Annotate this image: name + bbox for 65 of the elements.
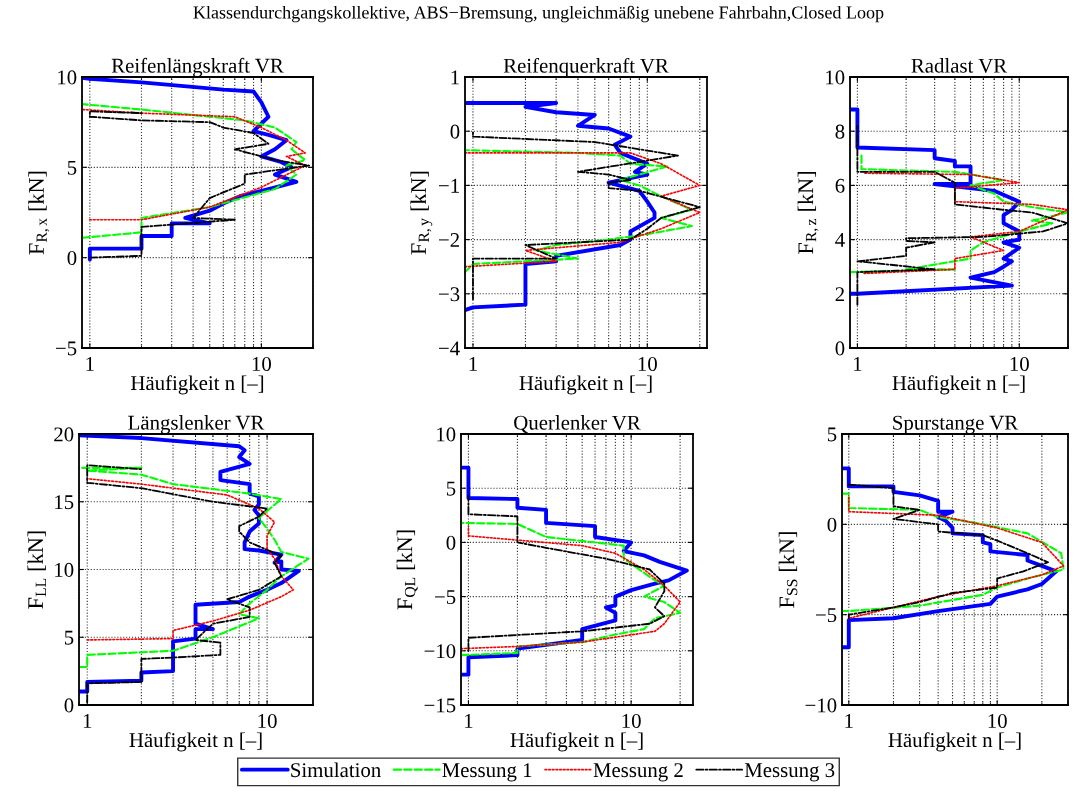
y-axis-title: F$_{R,x}$ [kN] [28, 171, 50, 255]
y-tick-label: −3 [439, 287, 460, 302]
y-tick-label: 10 [826, 70, 845, 85]
x-axis-title: Häufigkeit n [–] [519, 375, 652, 395]
chart-title: Spurstange VR [893, 415, 1019, 434]
y-tick-label: 6 [835, 178, 845, 193]
x-tick-label: 1 [465, 714, 473, 728]
x-tick-label: 10 [1010, 356, 1029, 371]
y-tick-label: −5 [435, 590, 456, 605]
x-tick-label: 10 [258, 713, 277, 728]
y-tick-label: 0 [446, 535, 456, 550]
x-tick-label: 10 [252, 356, 271, 371]
y-tick-label: −1 [439, 178, 459, 193]
text: Klassendurchgangskollektive, ABS−Bremsung, ungleichmäßig unebene Fahrbahn,Closed Loop [193, 5, 884, 23]
y-tick-label: 0 [835, 341, 845, 356]
y-tick-label: 0 [827, 517, 837, 532]
x-tick-label: 10 [622, 713, 641, 728]
x-tick-label: 1 [86, 357, 94, 371]
legend-label: Messung 3 [744, 763, 835, 782]
y-tick-label: 20 [54, 427, 74, 442]
y-tick-label: −4 [439, 341, 460, 356]
y-tick-label: 1 [451, 70, 459, 85]
x-tick-label: 1 [469, 357, 477, 371]
x-axis-title: Häufigkeit n [–] [892, 375, 1025, 395]
x-tick-label: 10 [638, 356, 657, 371]
y-axis-title: F$_{R,y}$ [kN] [410, 171, 433, 255]
chart-title: Reifenlängskraft VR [111, 57, 284, 77]
y-tick-label: −15 [424, 698, 456, 713]
legend-label: Simulation [291, 762, 381, 778]
y-tick-label: −10 [424, 644, 456, 659]
y-tick-label: 5 [827, 427, 837, 442]
y-axis-title: F$_{LL}$ [kN] [27, 531, 46, 609]
y-axis-title: F$_{R,z}$ [kN] [797, 172, 819, 254]
y-axis-title: F$_{SS}$ [kN] [778, 532, 798, 608]
x-tick-label: 10 [988, 713, 1007, 728]
y-tick-label: 10 [437, 427, 456, 442]
y-tick-label: −5 [56, 341, 77, 356]
y-tick-label: 0 [67, 251, 77, 266]
y-tick-label: 5 [67, 160, 77, 175]
x-axis-title: Häufigkeit n [–] [129, 732, 262, 752]
chart-title: Querlenker VR [514, 415, 641, 433]
legend-label: Messung 2 [593, 763, 683, 782]
chart-title: Radlast VR [911, 58, 1008, 73]
y-tick-label: 0 [64, 698, 74, 713]
y-tick-label: −5 [816, 608, 837, 623]
chart-title: Längslenker VR [128, 415, 265, 434]
y-tick-label: 15 [55, 495, 74, 510]
x-tick-label: 1 [854, 357, 862, 371]
y-tick-label: −10 [805, 698, 837, 713]
x-axis-title: Häufigkeit n [–] [888, 732, 1021, 752]
y-tick-label: 8 [835, 124, 845, 139]
y-tick-label: 10 [55, 562, 74, 577]
y-tick-label: 4 [835, 233, 845, 247]
y-tick-label: 5 [64, 630, 74, 645]
y-tick-label: 10 [58, 70, 77, 85]
legend-label: Messung 1 [442, 763, 532, 782]
x-axis-title: Häufigkeit n [–] [130, 375, 264, 395]
y-tick-label: 5 [446, 481, 456, 496]
y-axis-title: F$_{QL}$ [kN] [396, 530, 418, 610]
x-tick-label: 1 [83, 714, 92, 728]
y-tick-label: −2 [439, 233, 459, 247]
chart-title: Reifenquerkraft VR [503, 57, 669, 77]
y-tick-label: 2 [835, 287, 844, 302]
x-axis-title: Häufigkeit n [–] [510, 732, 643, 752]
y-tick-label: 0 [450, 124, 460, 139]
